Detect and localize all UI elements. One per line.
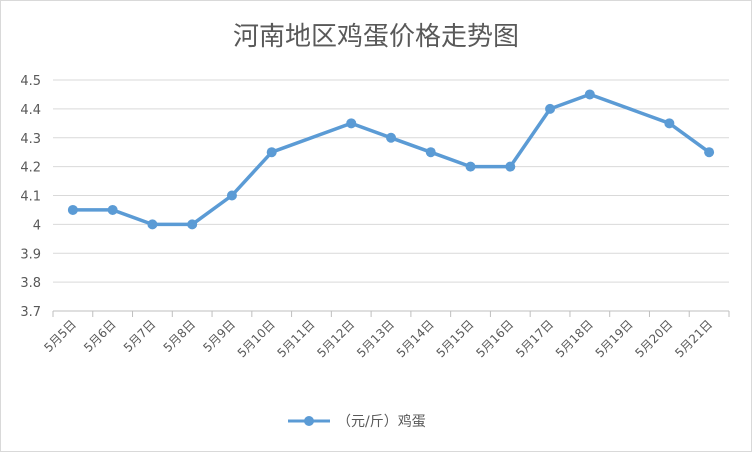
legend: （元/斤）鸡蛋 bbox=[288, 413, 426, 430]
x-tick-label: 5月7日 bbox=[121, 317, 159, 355]
x-tick-label: 5月10日 bbox=[235, 317, 278, 360]
x-tick-label: 5月17日 bbox=[513, 317, 556, 360]
data-point bbox=[67, 204, 78, 215]
y-tick-label: 4.3 bbox=[20, 132, 41, 147]
data-point bbox=[346, 118, 357, 129]
data-point bbox=[664, 118, 675, 129]
x-tick-label: 5月12日 bbox=[314, 317, 357, 360]
data-point bbox=[107, 204, 118, 215]
x-tick-label: 5月9日 bbox=[200, 317, 238, 355]
y-axis-ticks: 3.7 3.8 3.9 4 4.1 4.2 4.3 4.4 4.5 bbox=[20, 74, 41, 320]
data-point bbox=[226, 190, 237, 201]
data-point bbox=[147, 219, 158, 230]
y-tick-label: 4.1 bbox=[20, 190, 41, 205]
x-tick-label: 5月21日 bbox=[672, 317, 715, 360]
data-point bbox=[187, 219, 198, 230]
y-tick-label: 4.4 bbox=[20, 103, 41, 118]
x-tick-label: 5月5日 bbox=[41, 317, 79, 355]
gridlines bbox=[53, 79, 729, 283]
x-tick-label: 5月6日 bbox=[81, 317, 119, 355]
x-tick-label: 5月14日 bbox=[394, 317, 437, 360]
x-tick-label: 5月11日 bbox=[275, 317, 318, 360]
y-tick-label: 4 bbox=[33, 218, 41, 233]
data-point bbox=[425, 147, 436, 158]
x-axis: 5月5日 5月6日 5月7日 5月8日 5月9日5月10日5月11日5月12日5月13日… bbox=[41, 310, 730, 360]
data-point bbox=[266, 147, 277, 158]
x-tick-label: 5月16日 bbox=[473, 317, 516, 360]
data-point bbox=[505, 161, 516, 172]
data-point bbox=[704, 147, 715, 158]
y-tick-label: 3.8 bbox=[20, 276, 41, 291]
x-tick-label: 5月18日 bbox=[553, 317, 596, 360]
series-layer bbox=[67, 89, 715, 230]
series-line-0 bbox=[71, 92, 711, 227]
y-tick-label: 4.2 bbox=[20, 161, 41, 176]
x-tick-label: 5月8日 bbox=[161, 317, 199, 355]
x-tick-label: 5月15日 bbox=[434, 317, 477, 360]
data-point bbox=[584, 89, 595, 100]
x-tick-label: 5月20日 bbox=[632, 317, 675, 360]
y-tick-label: 3.7 bbox=[20, 305, 41, 320]
data-point bbox=[545, 103, 556, 114]
data-point bbox=[465, 161, 476, 172]
y-tick-label: 3.9 bbox=[20, 247, 41, 262]
legend-entry: （元/斤）鸡蛋 bbox=[337, 413, 426, 430]
x-tick-label: 5月13日 bbox=[354, 317, 397, 360]
x-tick-label: 5月19日 bbox=[593, 317, 636, 360]
data-point bbox=[386, 132, 396, 143]
y-tick-label: 4.5 bbox=[20, 74, 41, 89]
legend-marker-swatch bbox=[304, 416, 314, 426]
chart-title: 河南地区鸡蛋价格走势图 bbox=[233, 22, 519, 52]
